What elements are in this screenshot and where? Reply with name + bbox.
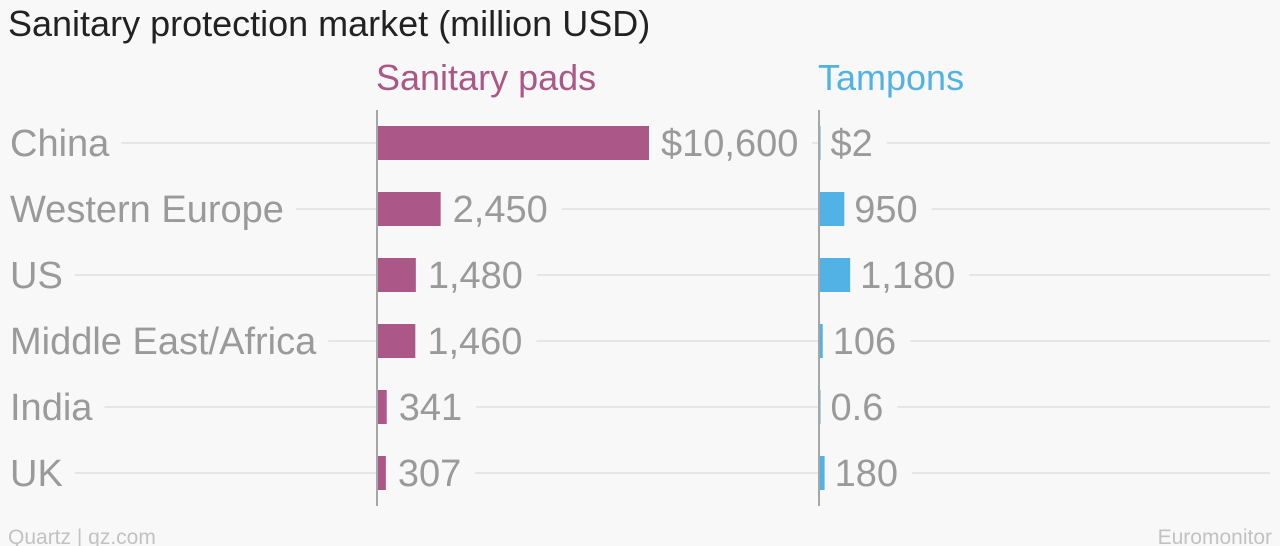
bar-tampons-western-europe	[820, 192, 845, 226]
bars	[378, 126, 851, 490]
value-label-tampons-india: 0.6	[831, 387, 884, 429]
bar-tampons-us	[820, 258, 851, 292]
series-header-tampons: Tampons	[818, 57, 964, 98]
series-header-sanitary-pads: Sanitary pads	[376, 57, 596, 98]
value-label-sanitary-pads-india: 341	[399, 387, 462, 429]
bar-sanitary-pads-middle-east-africa	[378, 324, 416, 358]
value-label-sanitary-pads-middle-east-africa: 1,460	[427, 321, 522, 363]
value-label-sanitary-pads-western-europe: 2,450	[453, 189, 548, 231]
value-label-sanitary-pads-uk: 307	[398, 453, 461, 495]
category-label-uk: UK	[10, 453, 63, 495]
value-label-sanitary-pads-china: $10,600	[661, 123, 798, 165]
bar-sanitary-pads-uk	[378, 456, 386, 490]
category-labels: China Western Europe US Middle East/Africa I…	[10, 123, 317, 495]
bar-tampons-uk	[820, 456, 825, 490]
bar-sanitary-pads-western-europe	[378, 192, 441, 226]
value-label-tampons-us: 1,180	[860, 255, 955, 297]
value-label-tampons-china: $2	[831, 123, 873, 165]
value-label-tampons-western-europe: 950	[854, 189, 917, 231]
bar-tampons-india	[820, 390, 821, 424]
bar-tampons-middle-east-africa	[820, 324, 823, 358]
bar-sanitary-pads-china	[378, 126, 649, 160]
value-label-tampons-middle-east-africa: 106	[833, 321, 896, 363]
value-label-sanitary-pads-us: 1,480	[428, 255, 523, 297]
category-label-india: India	[10, 387, 93, 429]
category-label-us: US	[10, 255, 63, 297]
value-label-tampons-uk: 180	[835, 453, 898, 495]
bar-sanitary-pads-india	[378, 390, 387, 424]
category-label-middle-east-africa: Middle East/Africa	[10, 321, 317, 363]
category-label-western-europe: Western Europe	[10, 189, 284, 231]
chart-title: Sanitary protection market (million USD)	[8, 3, 650, 44]
bar-tampons-china	[820, 126, 821, 160]
category-label-china: China	[10, 123, 110, 165]
value-labels: $10,600 $2 2,450 950 1,480 1,180 1,460 106 341 0.…	[398, 123, 955, 495]
footer-credit: Quartz | qz.com	[8, 526, 156, 546]
footer-source: Euromonitor	[1158, 526, 1272, 546]
gridlines	[74, 142, 1270, 474]
bar-sanitary-pads-us	[378, 258, 416, 292]
